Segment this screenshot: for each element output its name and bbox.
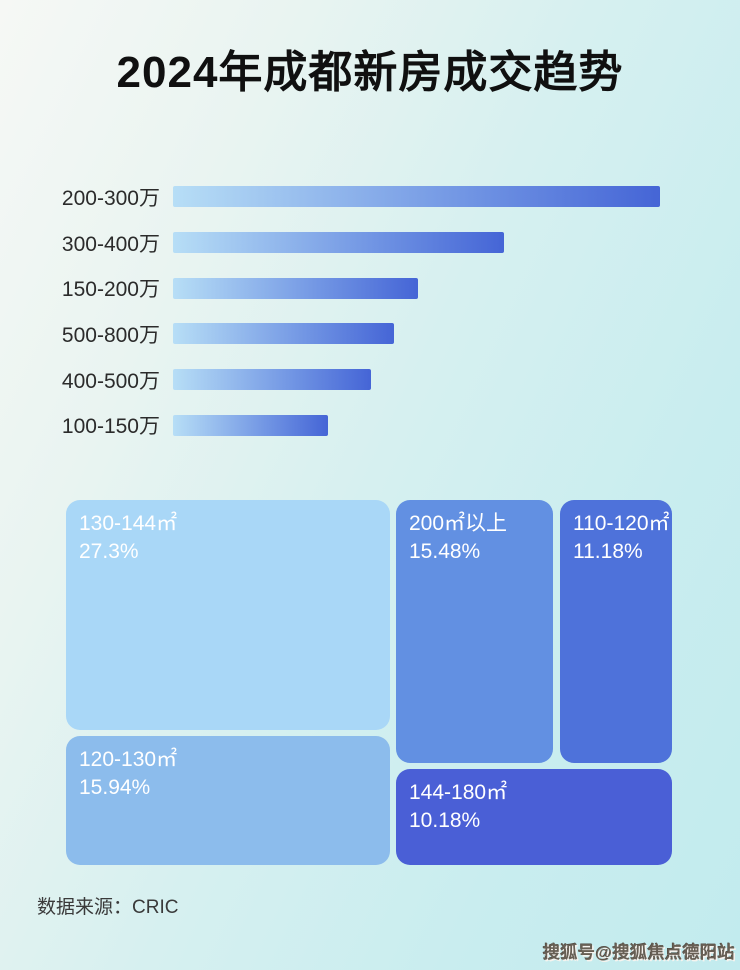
bar-label: 150-200万 (61, 278, 160, 302)
bar-row: 400-500万 (0, 357, 740, 403)
treemap-block-120-130: 120-130㎡ 15.94% (66, 736, 390, 865)
price-range-bar-chart: 200-300万 300-400万 150-200万 500-800万 400-… (0, 174, 740, 448)
bar-fill (173, 369, 372, 391)
bar-row: 200-300万 (0, 174, 740, 220)
treemap-block-value: 10.18% (409, 809, 481, 833)
bar-row: 150-200万 (0, 265, 740, 311)
bar-label: 400-500万 (61, 369, 160, 393)
bar-label: 100-150万 (61, 415, 160, 439)
bar-row: 500-800万 (0, 311, 740, 357)
bar-label: 300-400万 (61, 232, 160, 256)
bar-track (173, 277, 660, 299)
watermark: 搜狐号@搜狐焦点德阳站 (542, 943, 735, 962)
bar-fill (173, 186, 660, 208)
treemap-block-144-180: 144-180㎡ 10.18% (396, 769, 672, 865)
area-share-treemap: 130-144㎡ 27.3% 120-130㎡ 15.94% 200㎡以上 15… (66, 500, 672, 865)
treemap-block-label: 130-144㎡ (79, 512, 178, 535)
bar-fill (173, 323, 395, 345)
bar-label: 500-800万 (61, 323, 160, 347)
bar-track (173, 186, 660, 208)
bar-fill (173, 232, 505, 254)
bar-track (173, 323, 660, 345)
page-title: 2024年成都新房成交趋势 (116, 48, 624, 97)
treemap-block-200-plus: 200㎡以上 15.48% (396, 500, 553, 763)
treemap-block-value: 15.94% (79, 776, 151, 800)
data-source-note: 数据来源：CRIC (37, 897, 179, 918)
treemap-block-label: 144-180㎡ (409, 781, 508, 804)
bar-track (173, 369, 660, 391)
bar-row: 100-150万 (0, 402, 740, 448)
treemap-block-110-120: 110-120㎡ 11.18% (560, 500, 672, 763)
bar-track (173, 232, 660, 254)
treemap-block-value: 11.18% (573, 540, 643, 564)
bar-label: 200-300万 (61, 186, 160, 210)
treemap-block-value: 27.3% (79, 540, 139, 564)
bar-row: 300-400万 (0, 220, 740, 266)
treemap-block-value: 15.48% (409, 540, 481, 564)
treemap-block-130-144: 130-144㎡ 27.3% (66, 500, 390, 730)
treemap-block-label: 200㎡以上 (409, 512, 508, 535)
bar-fill (173, 277, 418, 299)
treemap-block-label: 110-120㎡ (573, 512, 670, 535)
bar-track (173, 414, 660, 436)
bar-fill (173, 414, 328, 436)
treemap-block-label: 120-130㎡ (79, 748, 178, 771)
